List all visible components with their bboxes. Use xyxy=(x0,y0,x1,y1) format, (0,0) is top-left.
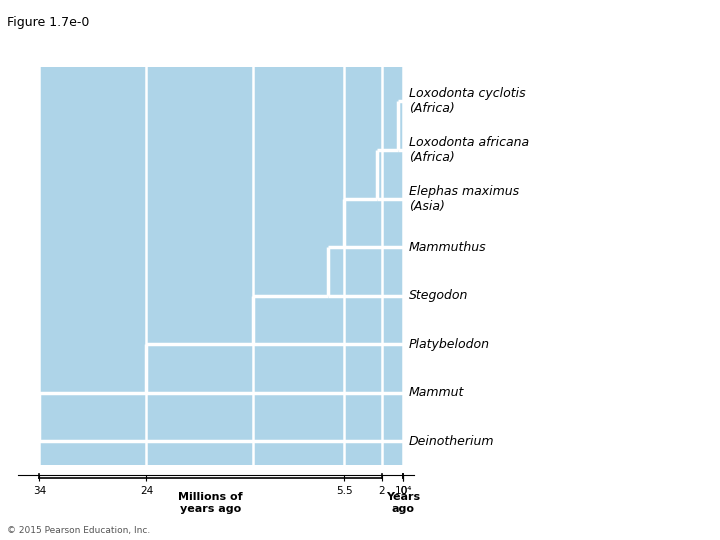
Text: Loxodonta africana
(Africa): Loxodonta africana (Africa) xyxy=(409,136,528,164)
Text: Mammuthus: Mammuthus xyxy=(409,240,486,254)
Text: Years
ago: Years ago xyxy=(386,492,420,514)
Text: Deinotherium: Deinotherium xyxy=(409,435,494,448)
Text: Mammut: Mammut xyxy=(409,386,464,399)
Text: Platybelodon: Platybelodon xyxy=(409,338,490,350)
Text: Stegodon: Stegodon xyxy=(409,289,468,302)
Text: Figure 1.7e-0: Figure 1.7e-0 xyxy=(7,16,89,29)
Text: © 2015 Pearson Education, Inc.: © 2015 Pearson Education, Inc. xyxy=(7,525,150,535)
Text: Loxodonta cyclotis
(Africa): Loxodonta cyclotis (Africa) xyxy=(409,87,526,116)
Text: Millions of
years ago: Millions of years ago xyxy=(179,492,243,514)
Text: Elephas maximus
(Asia): Elephas maximus (Asia) xyxy=(409,185,519,213)
